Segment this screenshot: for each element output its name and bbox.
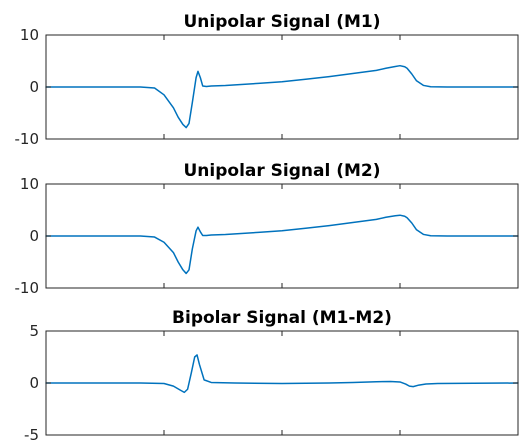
subplot-2-series-line	[45, 214, 519, 275]
subplot-1-title: Unipolar Signal (M1)	[183, 12, 380, 32]
subplot-3-ytick-label-mid: 0	[29, 374, 39, 392]
subplot-3-ytick-label-bottom: -5	[24, 426, 39, 444]
subplot-1-ytick-label-bottom: -10	[15, 130, 40, 148]
subplot-2-ytick-label-mid: 0	[29, 227, 39, 245]
subplot-2-title: Unipolar Signal (M2)	[183, 161, 380, 181]
subplot-1-ytick-label-top: 10	[20, 26, 39, 44]
subplot-2-ytick-label-top: 10	[20, 175, 39, 193]
subplot-1: Unipolar Signal (M1) 10 0 -10	[15, 12, 519, 148]
subplot-3-series-line	[45, 354, 519, 394]
subplot-1-ytick-label-mid: 0	[29, 78, 39, 96]
subplot-1-ticks	[46, 34, 518, 140]
subplot-3-ytick-label-top: 5	[29, 322, 39, 340]
subplot-2-ticks	[46, 183, 518, 289]
subplot-2: Unipolar Signal (M2) 10 0 -10	[15, 161, 519, 297]
subplot-1-series-line	[45, 64, 519, 129]
subplot-3-ticks	[46, 330, 518, 436]
subplot-3-title: Bipolar Signal (M1-M2)	[172, 308, 392, 328]
subplot-2-ytick-label-bottom: -10	[15, 279, 40, 297]
subplot-3: Bipolar Signal (M1-M2) 5 0 -5	[24, 308, 519, 444]
